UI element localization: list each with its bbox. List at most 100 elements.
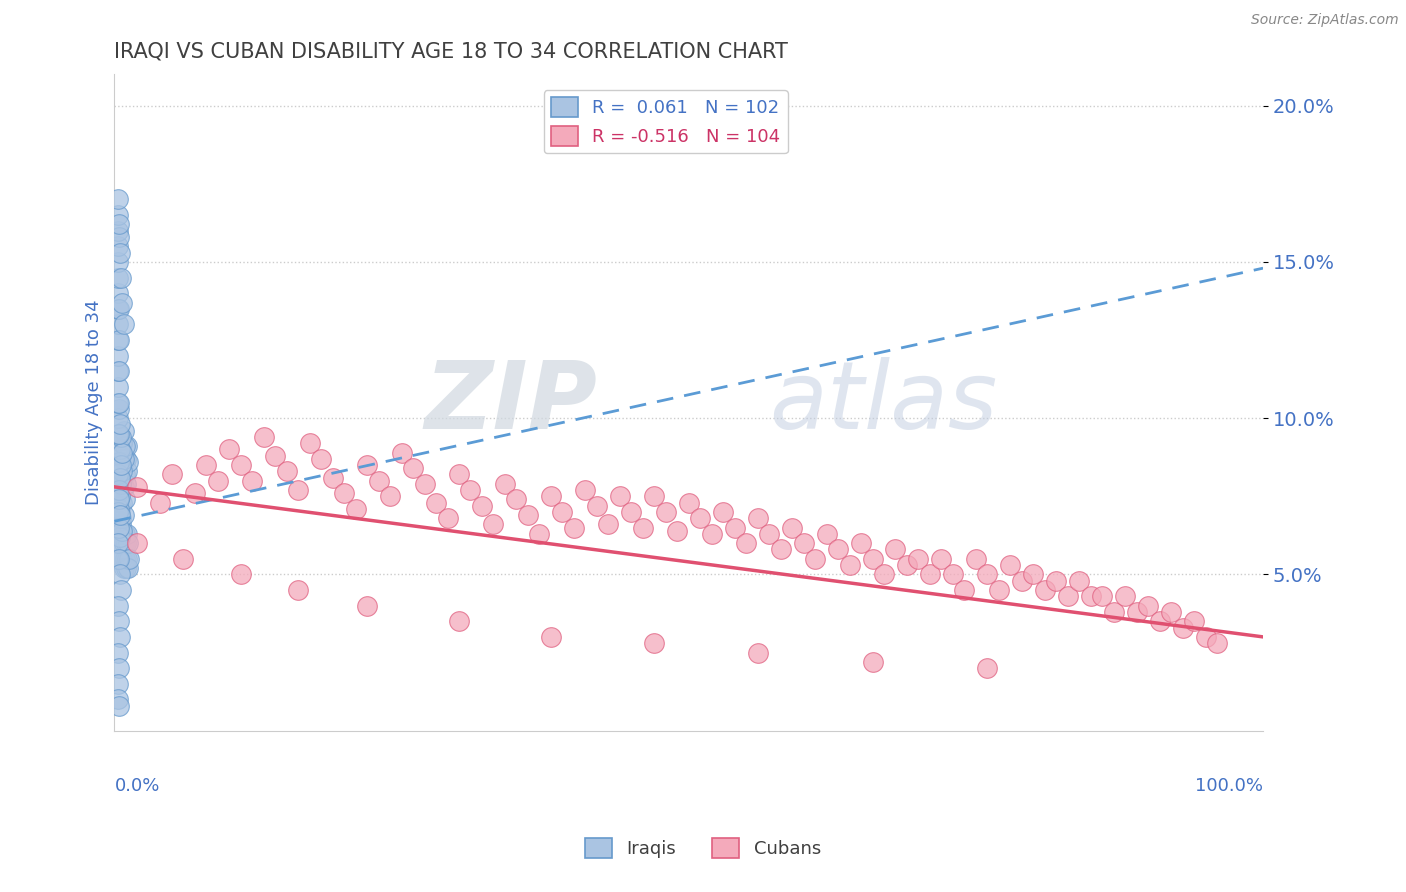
Point	[112, 424, 135, 438]
Point	[107, 505, 129, 519]
Point	[747, 646, 769, 660]
Legend: Iraqis, Cubans: Iraqis, Cubans	[578, 830, 828, 865]
Point	[471, 499, 494, 513]
Point	[107, 193, 129, 207]
Point	[436, 511, 458, 525]
Point	[115, 536, 138, 550]
Point	[112, 536, 135, 550]
Point	[1102, 605, 1125, 619]
Point	[111, 464, 134, 478]
Point	[108, 530, 131, 544]
Point	[115, 526, 138, 541]
Point	[108, 417, 131, 432]
Point	[114, 526, 136, 541]
Point	[1000, 558, 1022, 572]
Point	[356, 458, 378, 472]
Point	[107, 349, 129, 363]
Point	[953, 582, 976, 597]
Point	[184, 486, 207, 500]
Point	[298, 436, 321, 450]
Point	[918, 567, 941, 582]
Point	[108, 520, 131, 534]
Point	[425, 495, 447, 509]
Point	[884, 542, 907, 557]
Point	[112, 508, 135, 522]
Point	[804, 551, 827, 566]
Point	[107, 646, 129, 660]
Point	[1045, 574, 1067, 588]
Point	[107, 551, 129, 566]
Point	[873, 567, 896, 582]
Point	[112, 451, 135, 466]
Point	[1033, 582, 1056, 597]
Point	[1022, 567, 1045, 582]
Point	[862, 655, 884, 669]
Point	[1149, 614, 1171, 628]
Point	[111, 551, 134, 566]
Point	[108, 630, 131, 644]
Point	[976, 661, 998, 675]
Text: 0.0%: 0.0%	[114, 777, 160, 795]
Point	[1194, 630, 1216, 644]
Point	[108, 245, 131, 260]
Point	[108, 401, 131, 416]
Point	[107, 395, 129, 409]
Point	[107, 380, 129, 394]
Point	[724, 520, 747, 534]
Point	[838, 558, 860, 572]
Point	[112, 561, 135, 575]
Point	[780, 520, 803, 534]
Point	[107, 599, 129, 613]
Point	[107, 301, 129, 316]
Point	[1080, 589, 1102, 603]
Point	[108, 489, 131, 503]
Point	[108, 483, 131, 497]
Point	[655, 505, 678, 519]
Point	[111, 530, 134, 544]
Point	[793, 536, 815, 550]
Point	[115, 439, 138, 453]
Point	[108, 442, 131, 457]
Point	[678, 495, 700, 509]
Point	[108, 230, 131, 244]
Point	[107, 467, 129, 482]
Point	[976, 567, 998, 582]
Point	[356, 599, 378, 613]
Point	[758, 526, 780, 541]
Point	[1056, 589, 1078, 603]
Point	[1137, 599, 1160, 613]
Point	[115, 464, 138, 478]
Point	[111, 436, 134, 450]
Point	[562, 520, 585, 534]
Point	[598, 517, 620, 532]
Point	[108, 501, 131, 516]
Text: ZIP: ZIP	[425, 357, 596, 449]
Point	[540, 489, 562, 503]
Text: IRAQI VS CUBAN DISABILITY AGE 18 TO 34 CORRELATION CHART: IRAQI VS CUBAN DISABILITY AGE 18 TO 34 C…	[114, 42, 789, 62]
Point	[253, 430, 276, 444]
Point	[505, 492, 527, 507]
Point	[1171, 620, 1194, 634]
Point	[107, 536, 129, 550]
Point	[107, 239, 129, 253]
Point	[769, 542, 792, 557]
Point	[108, 551, 131, 566]
Point	[108, 301, 131, 316]
Point	[114, 467, 136, 482]
Point	[110, 517, 132, 532]
Text: atlas: atlas	[769, 357, 997, 448]
Point	[108, 364, 131, 378]
Point	[711, 505, 734, 519]
Point	[402, 461, 425, 475]
Point	[264, 449, 287, 463]
Point	[700, 526, 723, 541]
Point	[110, 449, 132, 463]
Point	[111, 445, 134, 459]
Point	[110, 270, 132, 285]
Point	[111, 495, 134, 509]
Point	[666, 524, 689, 538]
Point	[114, 492, 136, 507]
Point	[107, 426, 129, 441]
Point	[447, 614, 470, 628]
Point	[172, 551, 194, 566]
